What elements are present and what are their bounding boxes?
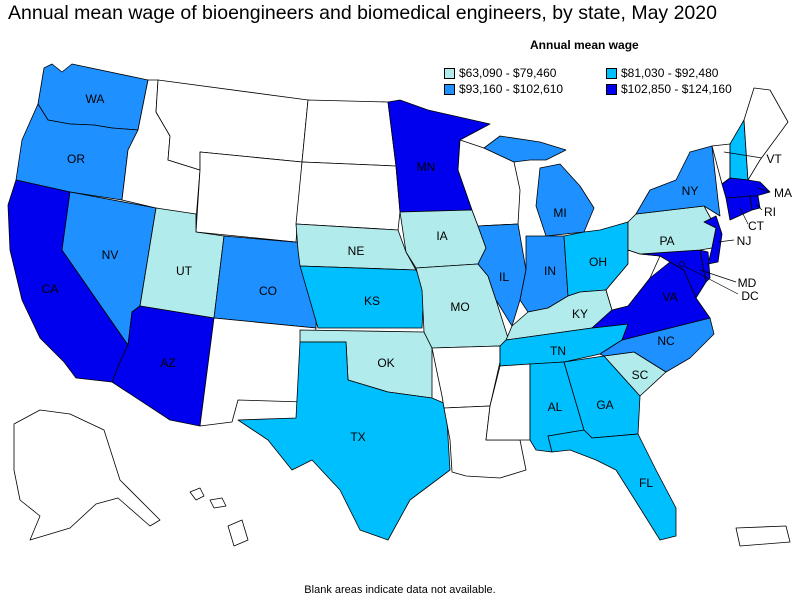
label-or: OR: [67, 152, 85, 166]
label-ne: NE: [348, 244, 365, 258]
label-il: IL: [499, 270, 509, 284]
label-az: AZ: [160, 356, 175, 370]
label-ga: GA: [596, 398, 613, 412]
legend-swatch-tier3: [444, 83, 455, 95]
label-ky: KY: [572, 307, 588, 321]
state-labels: WA OR CA NV UT AZ CO NE KS OK TX MN IA M…: [42, 92, 792, 490]
legend-label-tier1: $63,090 - $79,460: [459, 66, 557, 80]
label-nj: NJ: [737, 234, 752, 248]
label-ct: CT: [748, 219, 765, 233]
state-ak[interactable]: [13, 409, 161, 541]
legend-item-tier2: $81,030 - $92,480: [606, 66, 718, 80]
state-mi-upper[interactable]: [483, 135, 567, 163]
state-hi[interactable]: [189, 487, 205, 501]
label-ri: RI: [764, 205, 776, 219]
legend-label-tier4: $102,850 - $124,160: [621, 82, 732, 96]
label-md: MD: [738, 276, 757, 290]
state-tx[interactable]: [237, 341, 451, 541]
state-hi-3[interactable]: [227, 519, 249, 547]
state-ct[interactable]: [725, 195, 753, 221]
legend-label-tier3: $93,160 - $102,610: [459, 82, 564, 96]
leader-ri: [755, 203, 763, 211]
legend-label-tier2: $81,030 - $92,480: [621, 66, 719, 80]
state-nd[interactable]: [301, 99, 397, 167]
label-ks: KS: [364, 294, 380, 308]
legend-title: Annual mean wage: [530, 38, 639, 52]
leader-vt: [723, 151, 763, 159]
label-ut: UT: [176, 264, 193, 278]
label-nc: NC: [657, 334, 675, 348]
label-pa: PA: [659, 234, 674, 248]
state-ny[interactable]: [635, 145, 721, 217]
label-dc: DC: [741, 289, 759, 303]
label-nv: NV: [102, 248, 119, 262]
legend-item-tier1: $63,090 - $79,460: [444, 66, 556, 80]
footnote: Blank areas indicate data not available.: [304, 584, 496, 596]
state-nm[interactable]: [199, 317, 317, 427]
state-sd[interactable]: [295, 161, 401, 231]
label-ia: IA: [436, 229, 447, 243]
label-in: IN: [544, 264, 556, 278]
state-nj[interactable]: [703, 215, 723, 265]
label-mi: MI: [553, 206, 566, 220]
label-vt: VT: [766, 152, 782, 166]
legend-item-tier3: $93,160 - $102,610: [444, 82, 563, 96]
legend-swatch-tier2: [606, 67, 617, 79]
legend-swatch-tier1: [444, 67, 455, 79]
label-fl: FL: [639, 476, 653, 490]
label-va: VA: [662, 290, 677, 304]
state-ar[interactable]: [431, 345, 501, 409]
legend-swatch-tier4: [606, 83, 617, 95]
leader-dc: [683, 265, 739, 295]
label-tx: TX: [350, 430, 365, 444]
state-wy[interactable]: [195, 151, 303, 243]
label-wa: WA: [86, 92, 105, 106]
label-mn: MN: [417, 160, 436, 174]
state-pr[interactable]: [735, 525, 791, 547]
state-dc[interactable]: [679, 261, 685, 267]
state-hi-2[interactable]: [209, 497, 227, 509]
label-ma: MA: [774, 186, 792, 200]
label-ny: NY: [682, 184, 699, 198]
label-sc: SC: [632, 368, 649, 382]
legend-item-tier4: $102,850 - $124,160: [606, 82, 732, 96]
label-al: AL: [548, 400, 563, 414]
label-tn: TN: [550, 344, 566, 358]
label-mo: MO: [450, 300, 469, 314]
state-ks[interactable]: [299, 265, 425, 329]
state-ma[interactable]: [721, 177, 771, 199]
leader-ct: [739, 207, 749, 225]
state-fl[interactable]: [547, 429, 677, 541]
label-oh: OH: [589, 255, 607, 269]
map-title: Annual mean wage of bioengineers and bio…: [8, 2, 717, 24]
state-il[interactable]: [477, 223, 527, 327]
label-ok: OK: [377, 356, 394, 370]
label-co: CO: [259, 284, 277, 298]
leader-ma: [757, 187, 771, 193]
leader-nj: [717, 239, 735, 243]
label-ca: CA: [42, 282, 59, 296]
state-mi[interactable]: [535, 163, 595, 237]
leader-md: [699, 269, 737, 283]
state-me[interactable]: [743, 87, 789, 181]
